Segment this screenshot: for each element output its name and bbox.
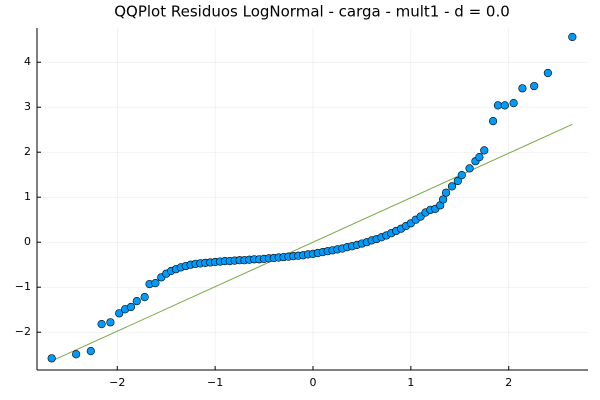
point — [86, 347, 95, 356]
point — [140, 293, 149, 302]
point — [439, 195, 448, 204]
point — [72, 350, 81, 359]
x-tick-label: 2 — [505, 376, 512, 389]
point — [518, 84, 527, 93]
point — [447, 182, 457, 191]
y-tick-label: 1 — [24, 190, 31, 203]
x-tick-label: 0 — [309, 376, 316, 389]
x-tick-label: −1 — [207, 376, 223, 389]
point — [441, 188, 451, 197]
point — [480, 146, 489, 155]
x-tick-label: −2 — [109, 376, 125, 389]
point — [488, 117, 498, 126]
point — [453, 176, 462, 186]
y-tick-label: −1 — [15, 280, 31, 293]
point — [493, 101, 503, 110]
point — [151, 279, 160, 288]
point — [530, 81, 539, 91]
point — [543, 68, 552, 78]
point — [568, 32, 577, 42]
chart-title: QQPlot Residuos LogNormal - carga - mult… — [114, 3, 510, 21]
x-tick-label: 1 — [407, 376, 414, 389]
point — [47, 354, 56, 363]
point — [475, 153, 484, 162]
y-tick-label: 0 — [24, 235, 31, 248]
point — [132, 297, 141, 306]
point — [97, 320, 106, 329]
point — [465, 164, 474, 173]
y-tick-label: 3 — [24, 100, 31, 113]
point — [509, 99, 518, 108]
y-tick-label: −2 — [15, 325, 31, 338]
point — [115, 309, 124, 318]
point — [106, 318, 115, 327]
y-tick-label: 4 — [24, 55, 31, 68]
point — [126, 302, 136, 312]
reference-line — [53, 123, 573, 361]
point — [500, 101, 509, 110]
point — [457, 171, 466, 180]
y-tick-label: 2 — [24, 145, 31, 158]
